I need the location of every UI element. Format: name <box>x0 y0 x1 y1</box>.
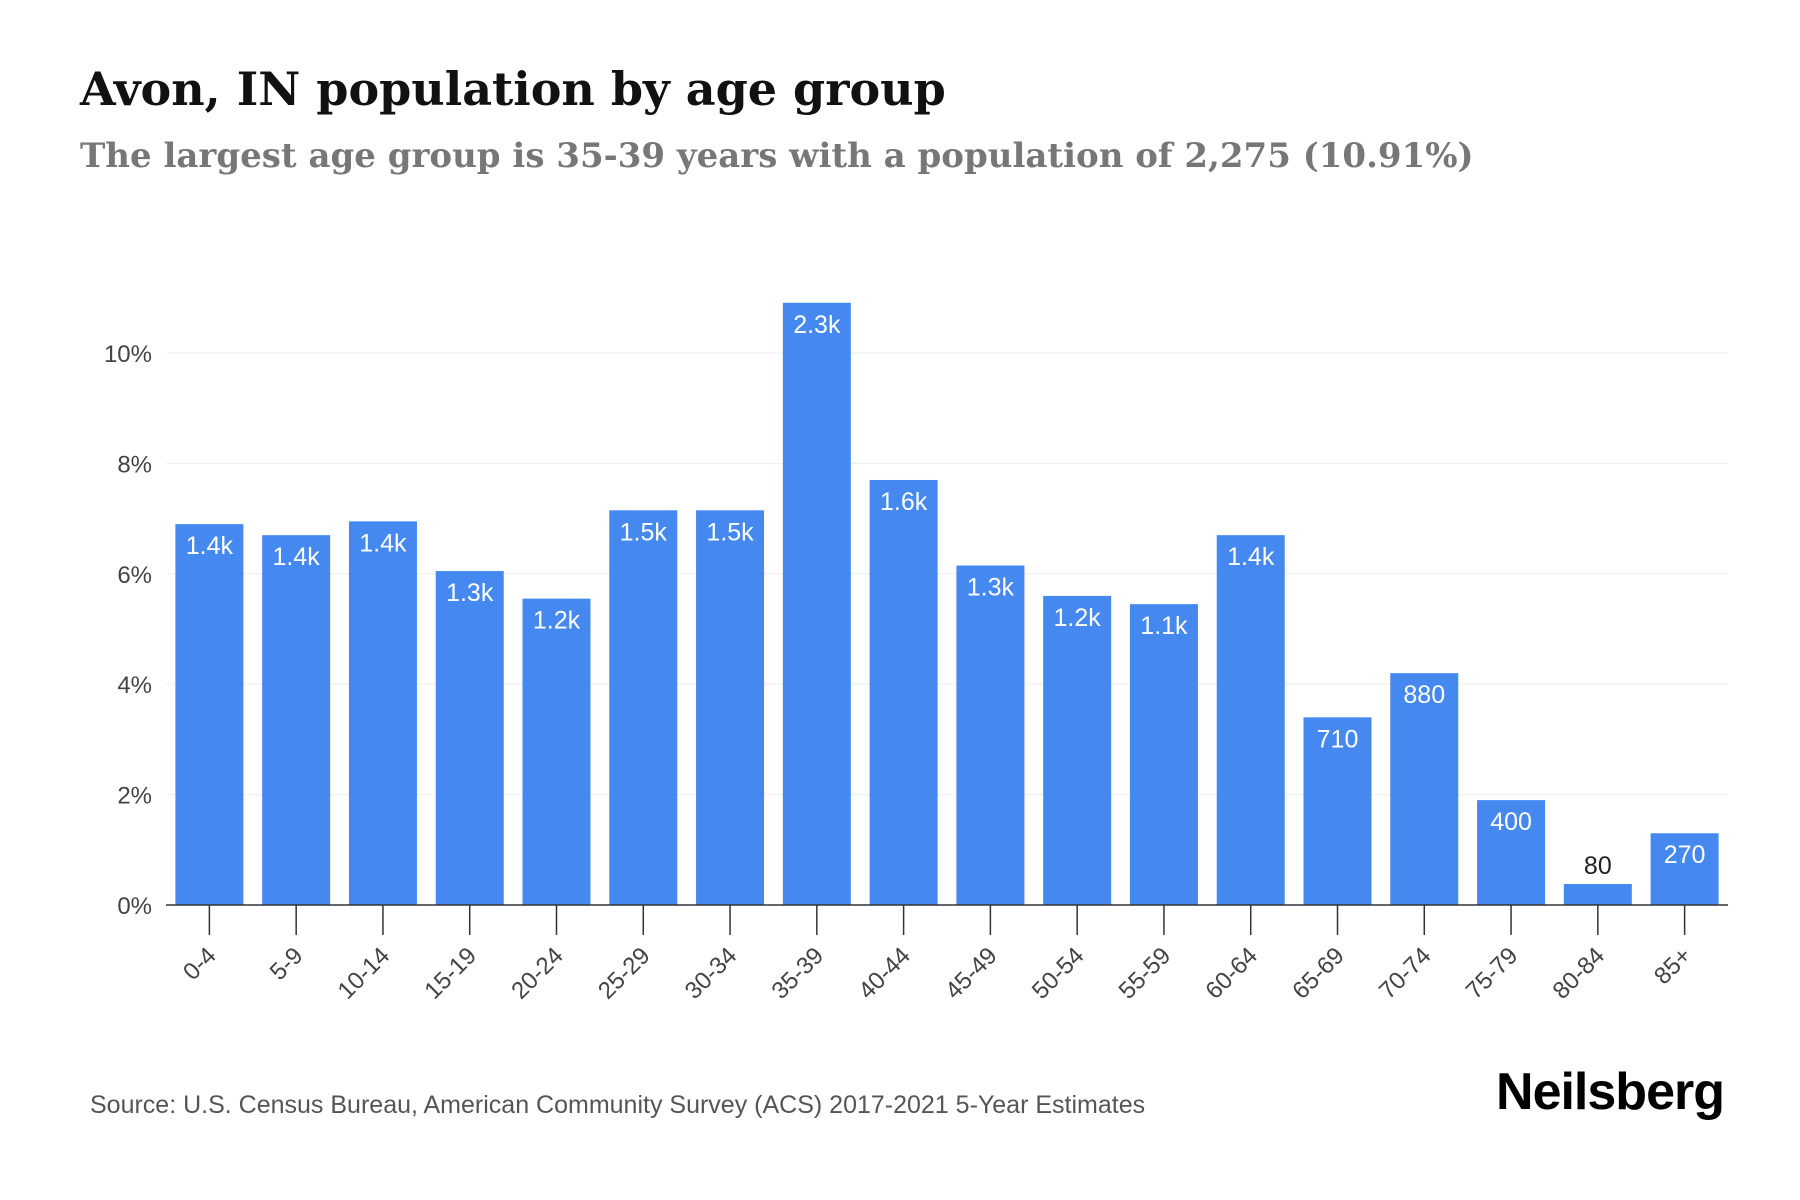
data-label: 1.4k <box>273 543 321 571</box>
y-tick-label: 8% <box>117 451 152 478</box>
y-tick-label: 2% <box>117 783 152 810</box>
data-label: 400 <box>1490 808 1532 836</box>
data-label: 1.6k <box>880 488 928 516</box>
x-tick-label: 0-4 <box>178 942 222 986</box>
bar <box>782 302 851 905</box>
brand-logo: Neilsberg <box>1496 1063 1725 1121</box>
x-tick-label: 10-14 <box>333 942 396 1005</box>
y-tick-label: 6% <box>117 562 152 589</box>
data-label: 1.2k <box>533 607 581 635</box>
bar <box>1129 604 1198 905</box>
data-label: 1.3k <box>446 579 494 607</box>
bar <box>1043 595 1112 905</box>
x-tick-label: 80-84 <box>1548 942 1611 1005</box>
bar <box>1563 884 1632 905</box>
bar <box>435 571 504 905</box>
data-label: 1.2k <box>1054 604 1102 632</box>
bar <box>609 510 678 905</box>
x-tick-label: 30-34 <box>680 942 743 1005</box>
bar <box>348 521 417 905</box>
x-tick-label: 35-39 <box>767 942 830 1005</box>
x-tick-label: 5-9 <box>265 942 309 986</box>
bar <box>175 524 244 905</box>
data-label: 710 <box>1317 725 1359 753</box>
chart-title: Avon, IN population by age group <box>80 62 946 116</box>
bar <box>262 535 331 905</box>
chart-subtitle: The largest age group is 35-39 years wit… <box>80 136 1474 176</box>
x-tick-label: 85+ <box>1649 942 1697 990</box>
bar <box>1216 535 1285 905</box>
x-tick-label: 50-54 <box>1027 942 1090 1005</box>
x-tick-label: 15-19 <box>419 942 482 1005</box>
y-tick-label: 0% <box>117 893 152 920</box>
data-label: 880 <box>1403 681 1445 709</box>
data-label: 1.4k <box>186 532 234 560</box>
data-label: 1.5k <box>706 518 754 546</box>
data-label: 80 <box>1584 852 1612 880</box>
x-tick-label: 55-59 <box>1114 942 1177 1005</box>
data-label: 270 <box>1664 841 1706 869</box>
data-label: 1.5k <box>620 518 668 546</box>
x-tick-label: 45-49 <box>940 942 1003 1005</box>
y-tick-label: 10% <box>104 341 152 368</box>
x-tick-label: 75-79 <box>1461 942 1524 1005</box>
x-tick-label: 20-24 <box>506 942 569 1005</box>
bar <box>1303 717 1372 905</box>
bar <box>696 510 765 905</box>
x-tick-label: 40-44 <box>853 942 916 1005</box>
y-tick-label: 4% <box>117 672 152 699</box>
bar <box>1477 800 1546 905</box>
data-label: 1.4k <box>359 529 407 557</box>
bar <box>1650 833 1719 905</box>
data-label: 1.3k <box>967 574 1015 602</box>
source-note: Source: U.S. Census Bureau, American Com… <box>90 1091 1146 1119</box>
bar <box>522 598 591 905</box>
bar <box>869 479 938 905</box>
data-label: 1.1k <box>1140 612 1188 640</box>
x-tick-label: 70-74 <box>1374 942 1437 1005</box>
data-label: 2.3k <box>793 311 841 339</box>
x-tick-label: 65-69 <box>1287 942 1350 1005</box>
bar <box>1390 673 1459 905</box>
data-label: 1.4k <box>1227 543 1275 571</box>
x-tick-label: 60-64 <box>1200 942 1263 1005</box>
bar <box>956 565 1025 905</box>
x-tick-label: 25-29 <box>593 942 656 1005</box>
